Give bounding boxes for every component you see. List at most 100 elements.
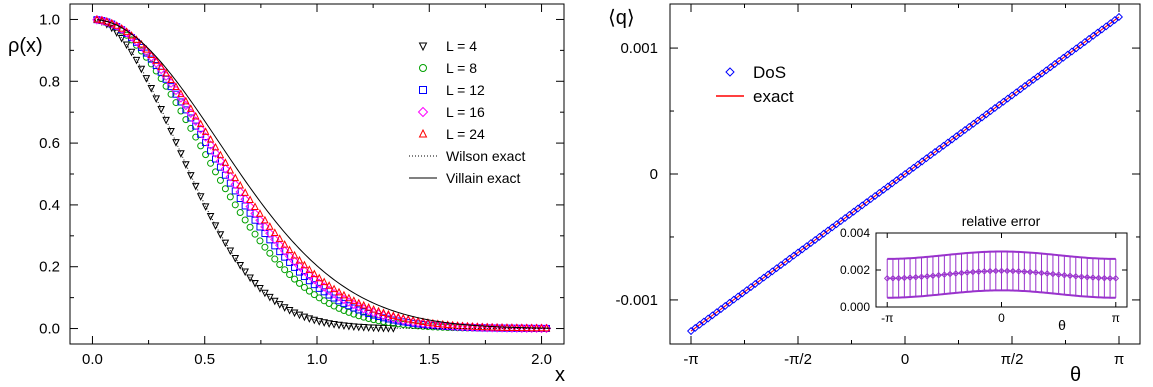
data-point [315, 273, 324, 282]
data-point [359, 324, 368, 332]
data-point [294, 261, 305, 272]
data-point [896, 173, 905, 182]
data-point [295, 311, 304, 320]
data-point [871, 191, 880, 200]
data-point [986, 107, 995, 116]
data-point [191, 111, 200, 120]
data-point [798, 245, 807, 254]
inset-chart: relative error θ -π 0 π 0.000 0.002 0.004 [840, 213, 1128, 333]
data-point [926, 151, 935, 160]
data-point [345, 302, 353, 310]
data-point [1089, 31, 1098, 40]
inset-data-point [889, 274, 897, 282]
data-point [142, 75, 151, 83]
left-x-axis-label: x [555, 364, 565, 386]
data-point [226, 247, 235, 256]
data-point [157, 105, 165, 114]
legend-swatch [725, 67, 735, 77]
right-chart: -π -π/2 0 π/2 π -0.001 0 0.001 ⟨q⟩ θ DoS exact r… [608, 3, 1141, 386]
legend-item: Villain exact [409, 170, 521, 186]
data-point [226, 165, 235, 174]
data-point [999, 97, 1008, 106]
data-point [1106, 19, 1115, 28]
data-point [900, 169, 910, 179]
data-point [699, 317, 708, 326]
data-point [335, 287, 343, 296]
legend-label: Villain exact [446, 170, 521, 186]
data-point [172, 99, 180, 107]
data-point [793, 248, 803, 257]
data-point [751, 279, 760, 288]
inset-data-point [883, 275, 891, 282]
data-point [300, 283, 308, 291]
data-point [325, 320, 333, 328]
data-point [1080, 38, 1089, 47]
inset-data-point [1112, 275, 1120, 282]
data-point [935, 144, 944, 153]
data-point [379, 314, 387, 322]
data-point [1097, 25, 1106, 34]
data-point [892, 176, 901, 185]
data-point [275, 240, 285, 250]
left-legend: L = 4 L = 8 L = 12 L = 16 L = 24 Wilson exact… [409, 38, 525, 186]
data-point [350, 296, 358, 304]
data-point [340, 290, 348, 299]
data-point [220, 164, 231, 174]
legend-swatch [419, 64, 427, 72]
data-point [340, 299, 348, 307]
data-point [300, 260, 309, 269]
data-point [734, 292, 743, 301]
inset-data-point [1061, 271, 1068, 279]
legend-label: L = 4 [446, 38, 477, 54]
y-tick-label: 0.0 [39, 321, 60, 338]
data-point [716, 305, 725, 314]
inset-data-point [1089, 274, 1097, 281]
data-point [394, 312, 403, 321]
data-point [468, 322, 477, 330]
data-point [246, 195, 254, 203]
data-point [360, 313, 368, 321]
data-point [350, 304, 358, 312]
y-tick-label: 0 [650, 166, 658, 183]
data-point [1114, 12, 1123, 21]
series-villain-exact [96, 19, 551, 329]
data-point [142, 49, 150, 57]
data-point [1012, 88, 1021, 97]
data-point [162, 116, 170, 125]
data-point [1067, 47, 1076, 56]
inset-data-point [1095, 274, 1102, 282]
data-point [215, 156, 226, 166]
data-point [191, 182, 200, 191]
data-point [409, 315, 417, 324]
data-point [236, 209, 244, 217]
data-point [879, 185, 888, 194]
data-point [182, 161, 190, 169]
data-point [772, 264, 781, 273]
legend-item: L = 8 [419, 60, 477, 76]
data-point [340, 322, 348, 330]
data-point [285, 307, 294, 315]
data-point [384, 315, 392, 323]
data-point [146, 52, 156, 62]
data-point [310, 291, 318, 299]
data-point [1033, 72, 1042, 81]
data-point [126, 31, 137, 42]
data-point [789, 251, 798, 260]
series-wilson-exact [96, 19, 551, 330]
series-dos [687, 12, 1123, 336]
data-point [389, 311, 398, 319]
data-point [781, 257, 790, 266]
data-point [304, 270, 315, 281]
data-point [172, 139, 180, 147]
data-point [973, 116, 982, 125]
data-point [241, 268, 249, 277]
data-point [216, 176, 224, 184]
data-point [236, 261, 245, 270]
exact-line [690, 16, 1120, 332]
x-tick-label: -π [683, 351, 698, 368]
data-point [295, 279, 303, 287]
data-point [157, 62, 165, 70]
legend-item: L = 16 [417, 104, 485, 120]
data-point [260, 222, 270, 232]
